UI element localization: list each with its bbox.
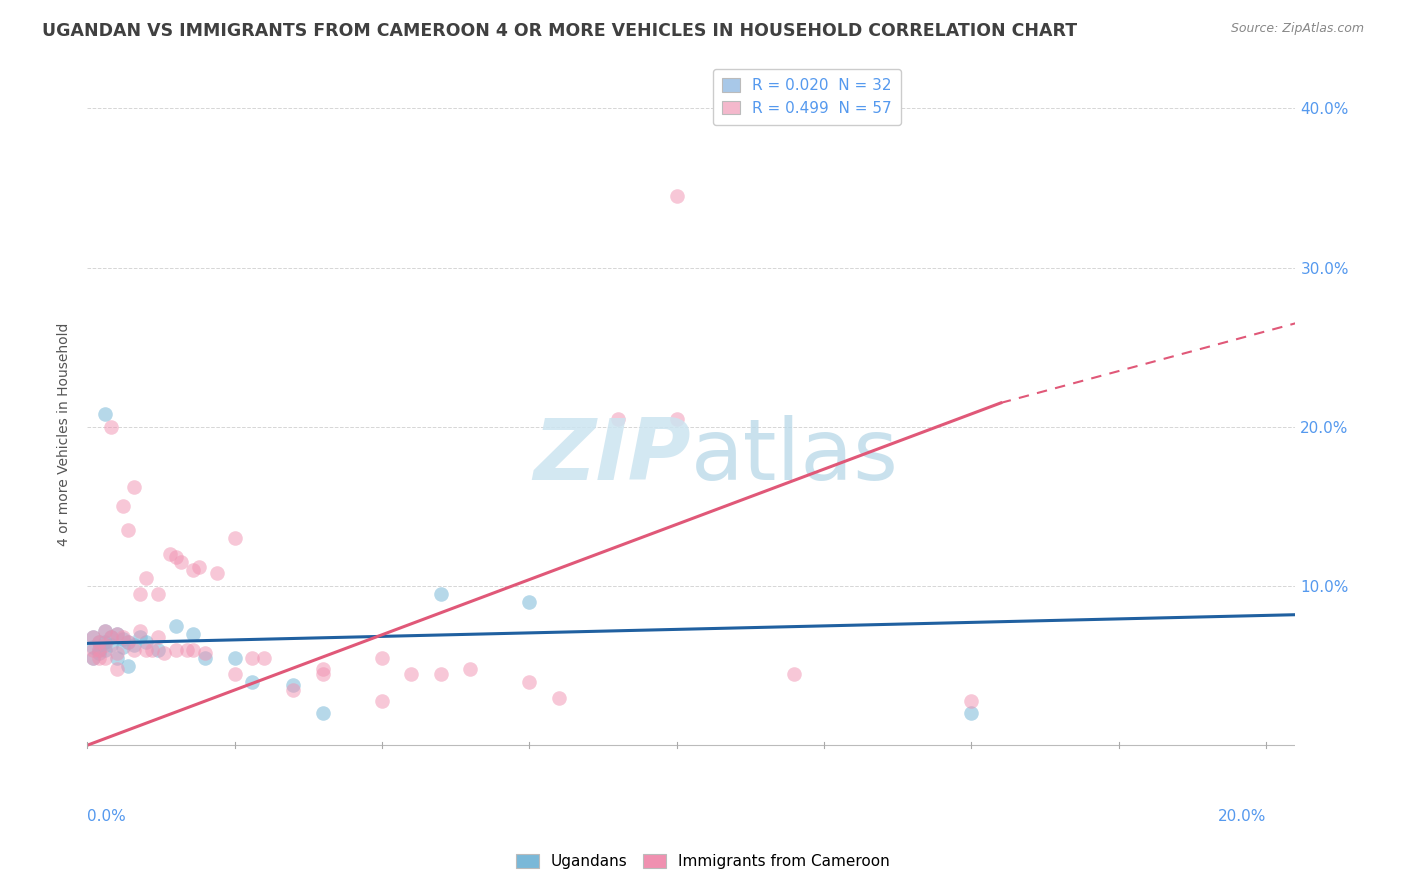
Point: [94, 638, 117, 652]
Point: [205, 566, 228, 581]
Point: [94, 642, 117, 657]
Legend: Ugandans, Immigrants from Cameroon: Ugandans, Immigrants from Cameroon: [510, 848, 896, 875]
Point: [100, 419, 122, 434]
Point: [181, 642, 204, 657]
Point: [82, 650, 104, 665]
Point: [181, 627, 204, 641]
Point: [135, 642, 157, 657]
Point: [159, 547, 181, 561]
Point: [94, 650, 117, 665]
Point: [176, 642, 198, 657]
Point: [135, 634, 157, 648]
Text: atlas: atlas: [692, 416, 900, 499]
Point: [105, 650, 128, 665]
Point: [312, 666, 335, 681]
Point: [124, 638, 146, 652]
Point: [146, 630, 169, 644]
Point: [283, 682, 305, 697]
Point: [129, 587, 152, 601]
Point: [94, 624, 117, 638]
Point: [146, 642, 169, 657]
Point: [111, 640, 134, 654]
Text: 0.0%: 0.0%: [87, 809, 127, 824]
Point: [188, 560, 211, 574]
Text: ZIP: ZIP: [534, 416, 692, 499]
Point: [100, 630, 122, 644]
Point: [165, 619, 187, 633]
Point: [105, 662, 128, 676]
Point: [87, 646, 110, 660]
Point: [312, 662, 335, 676]
Point: [458, 662, 481, 676]
Point: [146, 587, 169, 601]
Text: UGANDAN VS IMMIGRANTS FROM CAMEROON 4 OR MORE VEHICLES IN HOUSEHOLD CORRELATION : UGANDAN VS IMMIGRANTS FROM CAMEROON 4 OR…: [42, 22, 1077, 40]
Point: [152, 646, 174, 660]
Point: [82, 630, 104, 644]
Point: [82, 630, 104, 644]
Point: [430, 666, 453, 681]
Point: [129, 624, 152, 638]
Point: [430, 587, 453, 601]
Point: [87, 634, 110, 648]
Point: [111, 630, 134, 644]
Point: [547, 690, 569, 705]
Point: [100, 638, 122, 652]
Point: [165, 642, 187, 657]
Point: [170, 555, 193, 569]
Point: [111, 632, 134, 646]
Point: [87, 650, 110, 665]
Point: [94, 624, 117, 638]
Point: [224, 531, 246, 545]
Point: [194, 646, 217, 660]
Point: [665, 412, 688, 426]
Point: [129, 630, 152, 644]
Point: [111, 500, 134, 514]
Point: [960, 694, 983, 708]
Legend: R = 0.020  N = 32, R = 0.499  N = 57: R = 0.020 N = 32, R = 0.499 N = 57: [713, 69, 901, 125]
Point: [100, 630, 122, 644]
Point: [371, 650, 394, 665]
Point: [165, 550, 187, 565]
Point: [105, 627, 128, 641]
Point: [224, 650, 246, 665]
Text: 20.0%: 20.0%: [1218, 809, 1265, 824]
Point: [117, 634, 139, 648]
Point: [240, 650, 263, 665]
Point: [181, 563, 204, 577]
Point: [606, 412, 628, 426]
Point: [117, 634, 139, 648]
Point: [240, 674, 263, 689]
Point: [371, 694, 394, 708]
Point: [194, 650, 217, 665]
Point: [117, 658, 139, 673]
Point: [87, 642, 110, 657]
Point: [141, 642, 163, 657]
Point: [783, 666, 806, 681]
Point: [124, 642, 146, 657]
Point: [82, 640, 104, 654]
Point: [517, 674, 540, 689]
Point: [105, 627, 128, 641]
Point: [517, 595, 540, 609]
Text: Source: ZipAtlas.com: Source: ZipAtlas.com: [1230, 22, 1364, 36]
Point: [135, 571, 157, 585]
Point: [401, 666, 423, 681]
Point: [82, 650, 104, 665]
Point: [94, 407, 117, 421]
Point: [253, 650, 276, 665]
Point: [224, 666, 246, 681]
Point: [94, 634, 117, 648]
Point: [665, 189, 688, 203]
Point: [87, 642, 110, 657]
Point: [105, 646, 128, 660]
Point: [87, 634, 110, 648]
Point: [124, 480, 146, 494]
Point: [117, 524, 139, 538]
Point: [960, 706, 983, 721]
Y-axis label: 4 or more Vehicles in Household: 4 or more Vehicles in Household: [58, 323, 72, 547]
Point: [283, 678, 305, 692]
Point: [312, 706, 335, 721]
Point: [82, 642, 104, 657]
